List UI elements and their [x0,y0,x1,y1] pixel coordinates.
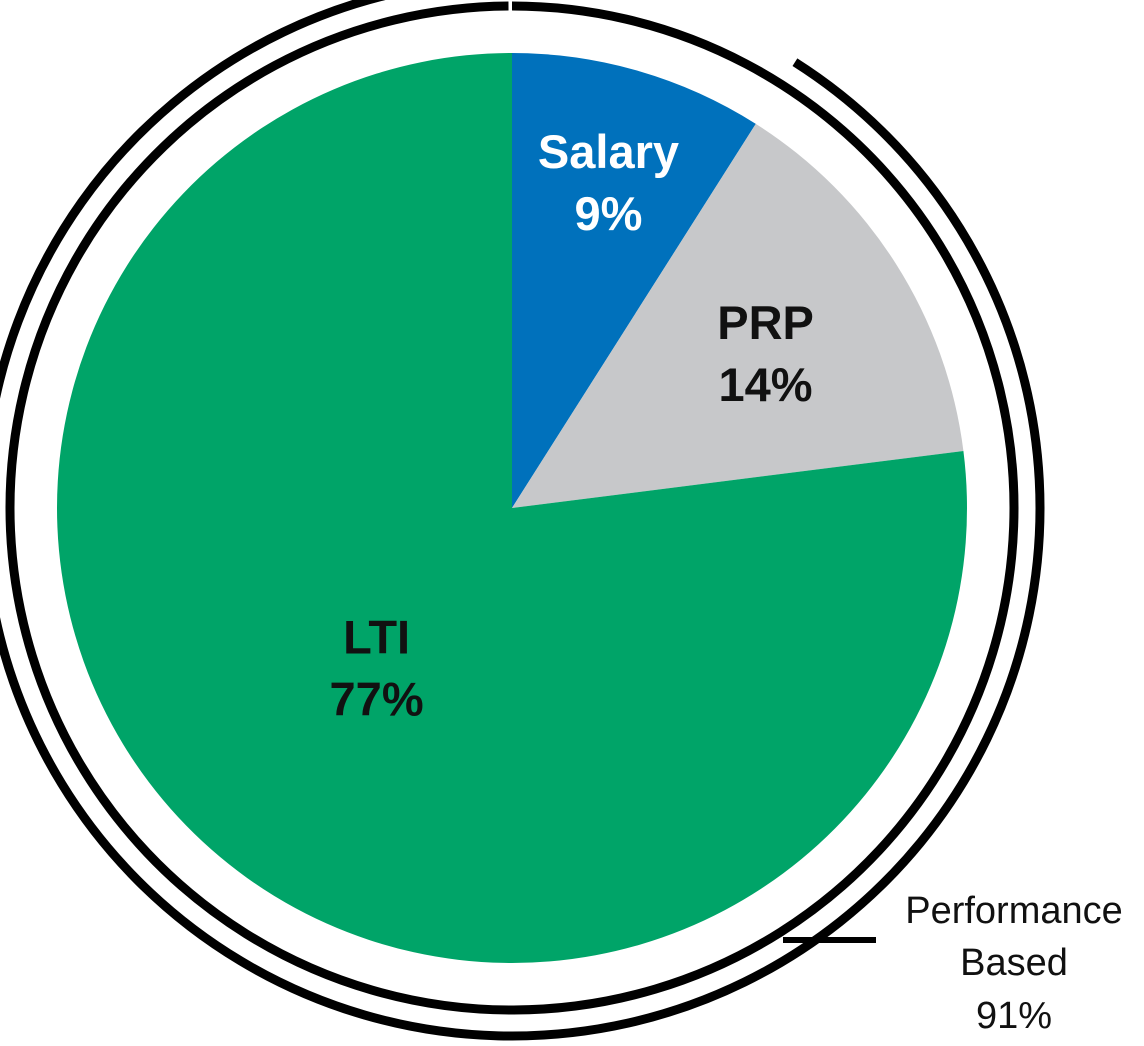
slice-value-prp: 14% [719,358,813,411]
slice-labels: Salary 9% PRP 14% LTI 77% [330,125,814,726]
slice-value-lti: 77% [330,673,424,726]
slice-value-salary: 9% [575,187,643,240]
slice-label-salary: Salary [538,125,679,178]
pie-slices [57,53,968,964]
performance-based-label-line1: Performance [905,890,1123,932]
pie-slice-lti [57,53,968,964]
outer-rings [0,0,1045,1041]
outer-ring-total [5,1,1019,1015]
slice-label-prp: PRP [717,296,814,349]
pie-slice-salary [512,53,756,508]
slice-label-lti: LTI [343,611,410,664]
performance-based-label-line2: Based [960,942,1068,984]
pie-slice-prp [512,123,964,508]
performance-based-label-line3: 91% [976,995,1052,1037]
outer-ring-performance-based [0,0,1045,1041]
